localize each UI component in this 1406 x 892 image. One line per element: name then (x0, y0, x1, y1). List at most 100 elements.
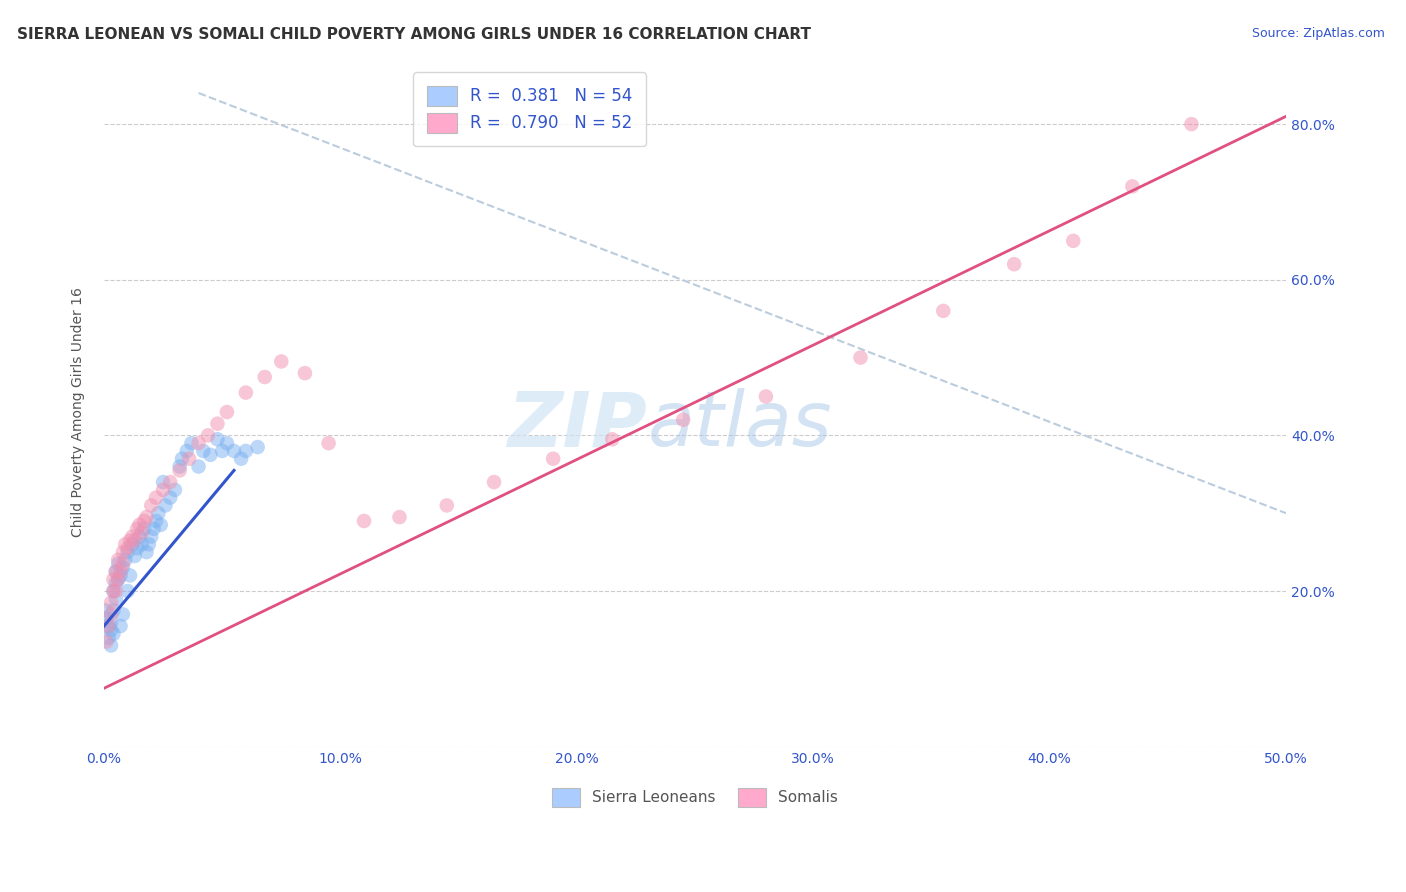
Point (135, 545, 157, 559)
Point (152, 483, 174, 497)
Point (117, 541, 139, 556)
Point (138, 537, 160, 551)
Point (131, 525, 153, 540)
Point (197, 428, 219, 442)
Point (246, 440, 269, 454)
Point (141, 530, 163, 544)
Y-axis label: Child Poverty Among Girls Under 16: Child Poverty Among Girls Under 16 (72, 287, 86, 537)
Point (134, 514, 156, 528)
Point (1002, 257, 1025, 271)
Point (135, 510, 157, 524)
Point (97, 619, 120, 633)
Point (107, 557, 129, 571)
Point (215, 405, 238, 419)
Text: SIERRA LEONEAN VS SOMALI CHILD POVERTY AMONG GIRLS UNDER 16 CORRELATION CHART: SIERRA LEONEAN VS SOMALI CHILD POVERTY A… (17, 27, 811, 42)
Point (222, 444, 245, 458)
Point (104, 565, 127, 579)
Point (111, 607, 134, 622)
Point (103, 572, 125, 586)
Point (110, 619, 132, 633)
Point (932, 304, 955, 318)
Point (541, 451, 564, 466)
Point (104, 584, 127, 599)
Point (600, 432, 623, 446)
Point (215, 436, 238, 450)
Point (104, 591, 127, 606)
Point (155, 499, 177, 513)
Point (117, 545, 139, 559)
Point (103, 603, 125, 617)
Point (141, 499, 163, 513)
Text: Source: ZipAtlas.com: Source: ZipAtlas.com (1251, 27, 1385, 40)
Point (107, 553, 129, 567)
Point (121, 537, 143, 551)
Point (187, 459, 209, 474)
Point (235, 385, 257, 400)
Point (127, 541, 149, 556)
Point (114, 537, 136, 551)
Point (270, 354, 292, 368)
Point (229, 451, 252, 466)
Point (149, 517, 172, 532)
Point (145, 491, 167, 505)
Point (97, 631, 120, 645)
Point (124, 549, 146, 563)
Point (180, 436, 202, 450)
Point (1180, 117, 1202, 131)
Point (111, 545, 134, 559)
Point (100, 596, 122, 610)
Point (672, 413, 695, 427)
Text: ZIP: ZIP (508, 388, 648, 462)
Point (128, 530, 150, 544)
Point (124, 533, 146, 548)
Point (103, 584, 125, 599)
Point (849, 351, 872, 365)
Point (131, 537, 153, 551)
Point (127, 522, 149, 536)
Point (100, 623, 122, 637)
Point (96, 634, 118, 648)
Point (117, 584, 139, 599)
Point (187, 436, 209, 450)
Point (104, 565, 127, 579)
Point (1121, 179, 1143, 194)
Point (388, 510, 411, 524)
Point (235, 444, 257, 458)
Point (152, 475, 174, 489)
Legend: Sierra Leoneans, Somalis: Sierra Leoneans, Somalis (546, 781, 844, 813)
Point (170, 451, 193, 466)
Point (163, 483, 186, 497)
Point (110, 565, 132, 579)
Point (176, 444, 198, 458)
Point (104, 576, 127, 591)
Point (211, 444, 233, 458)
Point (294, 366, 316, 380)
Point (107, 572, 129, 586)
Point (159, 491, 181, 505)
Point (482, 475, 505, 489)
Point (177, 451, 200, 466)
Point (142, 522, 165, 536)
Point (97, 619, 120, 633)
Point (110, 568, 132, 582)
Point (100, 607, 122, 622)
Point (207, 417, 229, 431)
Point (207, 432, 229, 446)
Point (200, 448, 222, 462)
Point (159, 475, 181, 489)
Point (193, 444, 215, 458)
Point (253, 370, 276, 384)
Point (148, 506, 170, 520)
Point (318, 436, 340, 450)
Point (1062, 234, 1084, 248)
Point (169, 463, 191, 477)
Point (134, 522, 156, 536)
Point (96, 611, 118, 625)
Point (114, 553, 136, 567)
Point (103, 627, 125, 641)
Point (436, 499, 458, 513)
Point (118, 568, 141, 582)
Point (107, 572, 129, 586)
Point (353, 514, 375, 528)
Point (169, 459, 191, 474)
